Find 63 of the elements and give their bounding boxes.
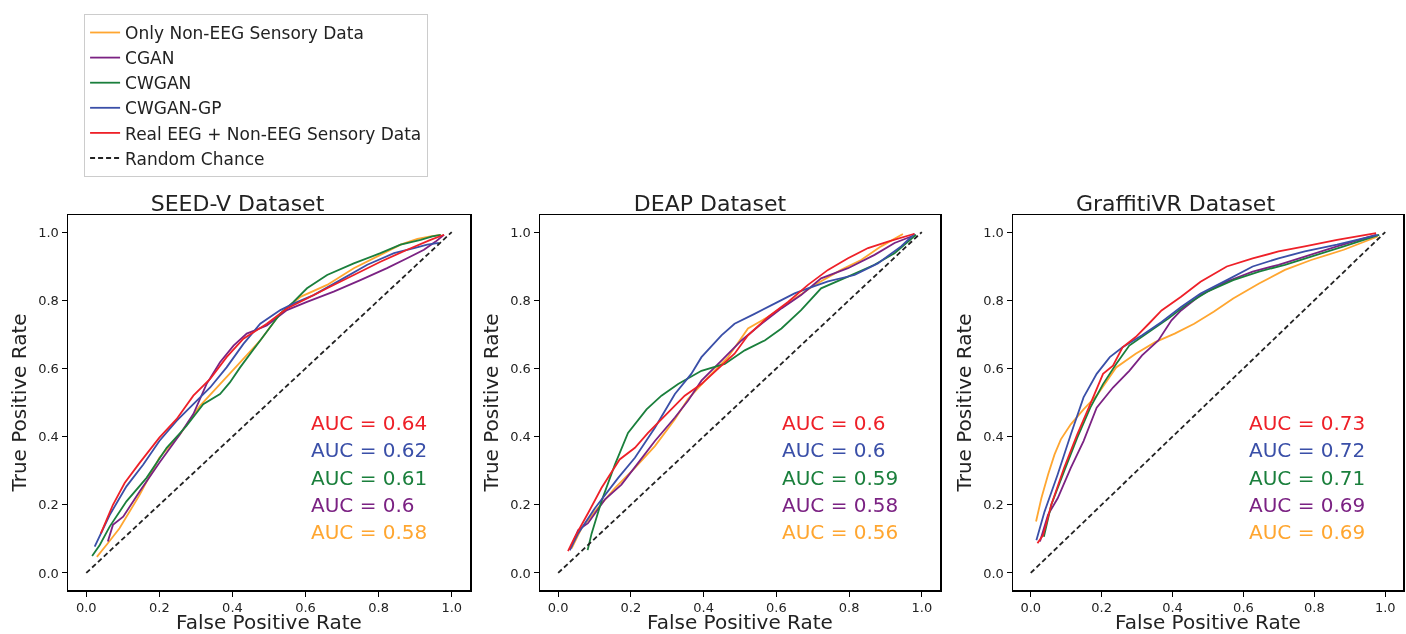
x-tick-label: 0.4 — [1162, 600, 1183, 616]
y-tick-label: 0.0 — [983, 565, 1004, 581]
annotation: AUC = 0.69 — [1249, 520, 1366, 544]
x-tick-label: 0.2 — [1091, 600, 1112, 616]
y-tick-label: 0.4 — [510, 429, 531, 445]
y-tick-label: 0.4 — [983, 429, 1004, 445]
annotation: AUC = 0.71 — [1249, 466, 1366, 490]
y-tick-label: 0.2 — [510, 497, 531, 513]
y-tick-label: 0.2 — [38, 497, 59, 513]
annotation: AUC = 0.64 — [311, 411, 428, 435]
y-tick-label: 1.0 — [983, 224, 1004, 240]
annotation: AUC = 0.59 — [782, 466, 899, 490]
y-tick-label: 0.6 — [510, 360, 531, 376]
y-tick-label: 1.0 — [38, 224, 59, 240]
x-tick-label: 0.8 — [838, 600, 860, 616]
y-axis-title: True Positive Rate — [6, 313, 31, 493]
x-tick-label: 0.8 — [368, 600, 389, 616]
y-tick-label: 0.6 — [983, 360, 1004, 376]
annotation: AUC = 0.58 — [311, 520, 428, 544]
legend-label: Random Chance — [125, 148, 265, 169]
legend-label: Real EEG + Non-EEG Sensory Data — [125, 123, 422, 144]
y-tick-label: 0.4 — [38, 429, 59, 445]
chart-title: SEED-V Dataset — [150, 191, 325, 216]
legend-label: CWGAN-GP — [125, 98, 222, 119]
annotation: AUC = 0.58 — [782, 493, 899, 517]
annotation: AUC = 0.62 — [311, 438, 428, 462]
y-tick-label: 0.6 — [38, 360, 59, 376]
x-tick-label: 1.0 — [1374, 600, 1396, 616]
x-tick-label: 0.0 — [1020, 600, 1042, 616]
chart-title: GraffitiVR Dataset — [1075, 191, 1276, 216]
annotation: AUC = 0.69 — [1249, 493, 1366, 517]
x-tick-label: 0.6 — [295, 600, 316, 616]
x-tick-label: 0.4 — [222, 600, 243, 616]
annotation: AUC = 0.56 — [782, 520, 899, 544]
y-tick-label: 0.8 — [983, 292, 1004, 308]
y-tick-label: 0.2 — [983, 497, 1004, 513]
y-tick-label: 0.0 — [510, 565, 531, 581]
x-tick-label: 0.2 — [620, 600, 642, 616]
legend-label: CGAN — [125, 48, 175, 69]
x-tick-label: 0.0 — [75, 600, 97, 616]
x-tick-label: 0.6 — [766, 600, 787, 616]
annotation: AUC = 0.6 — [782, 411, 886, 435]
annotation: AUC = 0.72 — [1249, 438, 1366, 462]
y-axis-title: True Positive Rate — [478, 313, 503, 493]
x-tick-label: 1.0 — [911, 600, 933, 616]
y-axis-title: True Positive Rate — [951, 313, 976, 493]
annotation: AUC = 0.6 — [782, 438, 886, 462]
y-tick-label: 0.8 — [510, 292, 531, 308]
annotation: AUC = 0.73 — [1249, 411, 1366, 435]
y-tick-label: 0.0 — [38, 565, 59, 581]
annotation: AUC = 0.61 — [311, 466, 428, 490]
legend-label: CWGAN — [125, 73, 192, 94]
y-tick-label: 1.0 — [510, 224, 531, 240]
chart-title: DEAP Dataset — [633, 191, 787, 216]
x-tick-label: 0.6 — [1233, 600, 1254, 616]
y-tick-label: 0.8 — [38, 292, 59, 308]
x-tick-label: 0.2 — [149, 600, 170, 616]
legend-label: Only Non-EEG Sensory Data — [125, 23, 364, 44]
x-tick-label: 0.4 — [693, 600, 714, 616]
x-tick-label: 1.0 — [441, 600, 463, 616]
x-tick-label: 0.8 — [1304, 600, 1325, 616]
x-tick-label: 0.0 — [547, 600, 569, 616]
annotation: AUC = 0.6 — [311, 493, 415, 517]
